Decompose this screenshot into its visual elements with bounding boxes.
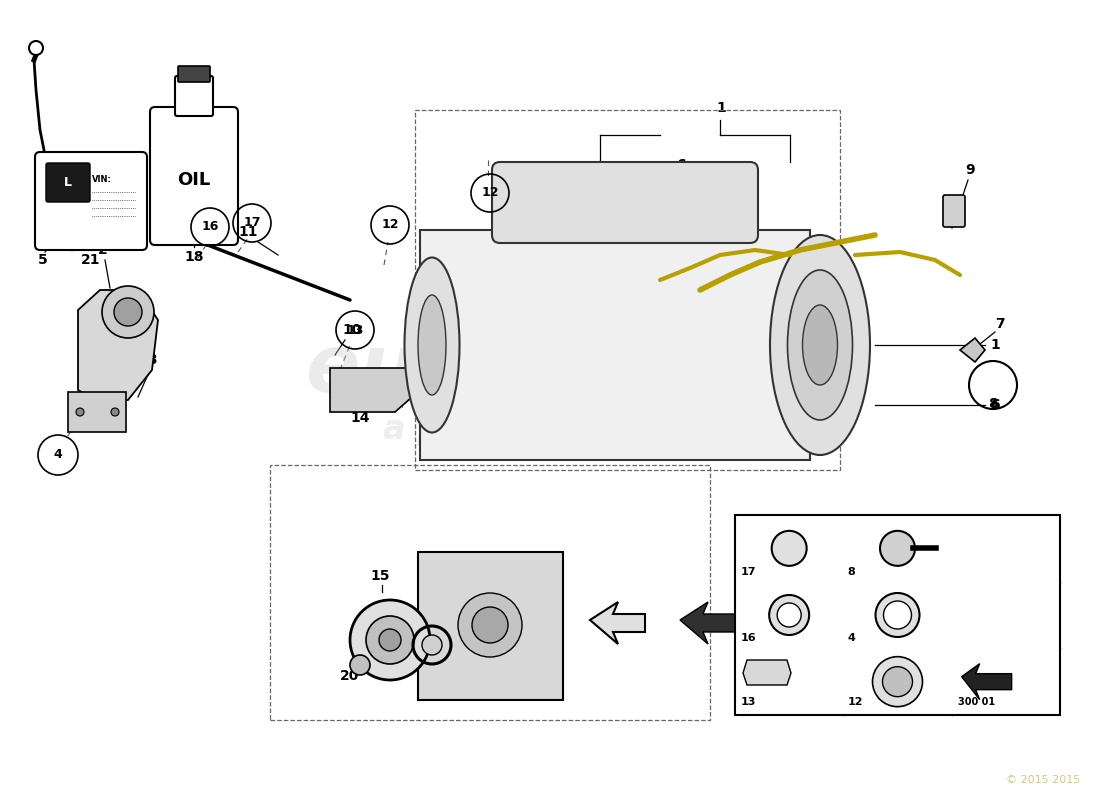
Ellipse shape	[114, 298, 142, 326]
Text: 12: 12	[382, 218, 398, 231]
Text: 1: 1	[716, 101, 726, 115]
Text: 9: 9	[965, 163, 975, 177]
Circle shape	[458, 593, 522, 657]
Ellipse shape	[405, 258, 460, 433]
FancyBboxPatch shape	[420, 230, 810, 460]
Ellipse shape	[102, 286, 154, 338]
Text: 4: 4	[847, 634, 855, 643]
Text: 21: 21	[81, 253, 101, 267]
Text: 6: 6	[676, 158, 685, 172]
FancyBboxPatch shape	[178, 66, 210, 82]
FancyBboxPatch shape	[35, 152, 147, 250]
Text: 6: 6	[990, 398, 1000, 412]
Ellipse shape	[803, 305, 837, 385]
FancyBboxPatch shape	[943, 195, 965, 227]
Text: 10: 10	[342, 323, 362, 337]
FancyBboxPatch shape	[46, 163, 90, 202]
Text: VIN:: VIN:	[92, 175, 112, 185]
Polygon shape	[742, 660, 791, 685]
Polygon shape	[78, 290, 158, 400]
Text: 17: 17	[243, 217, 261, 230]
Ellipse shape	[876, 593, 920, 637]
Text: 13: 13	[346, 323, 364, 337]
Text: 4: 4	[54, 449, 63, 462]
Text: 16: 16	[201, 221, 219, 234]
FancyBboxPatch shape	[175, 76, 213, 116]
Text: 5: 5	[39, 253, 48, 267]
Text: 8: 8	[988, 397, 998, 411]
Text: 20: 20	[340, 669, 360, 683]
Text: 300 01: 300 01	[958, 697, 994, 707]
FancyBboxPatch shape	[492, 162, 758, 243]
Text: 3: 3	[147, 353, 157, 367]
Text: 2: 2	[98, 243, 108, 257]
Ellipse shape	[882, 666, 913, 697]
Ellipse shape	[880, 531, 915, 566]
Text: 8: 8	[847, 566, 855, 577]
Ellipse shape	[418, 295, 446, 395]
Ellipse shape	[379, 629, 401, 651]
Text: 11: 11	[239, 225, 257, 239]
Text: L: L	[64, 177, 72, 190]
Polygon shape	[680, 602, 735, 644]
Ellipse shape	[770, 235, 870, 455]
Text: 15: 15	[371, 569, 389, 583]
Ellipse shape	[772, 531, 806, 566]
Ellipse shape	[872, 657, 923, 706]
Circle shape	[111, 408, 119, 416]
Text: 7: 7	[996, 317, 1004, 331]
FancyBboxPatch shape	[418, 552, 563, 700]
FancyBboxPatch shape	[68, 392, 126, 432]
Polygon shape	[330, 368, 420, 412]
Text: 1: 1	[990, 338, 1000, 352]
Text: 12: 12	[847, 697, 862, 707]
Text: 14: 14	[350, 411, 370, 425]
Text: OIL: OIL	[177, 171, 210, 189]
Text: © 2015 2015: © 2015 2015	[1005, 775, 1080, 785]
Polygon shape	[960, 338, 984, 362]
Text: 13: 13	[741, 697, 757, 707]
Circle shape	[76, 408, 84, 416]
Ellipse shape	[422, 635, 442, 655]
FancyBboxPatch shape	[150, 107, 238, 245]
Circle shape	[883, 601, 912, 629]
Circle shape	[472, 607, 508, 643]
Bar	[735, 515, 1060, 715]
Polygon shape	[961, 664, 1012, 700]
Text: 19: 19	[426, 585, 444, 599]
Polygon shape	[590, 602, 645, 644]
Text: eurospares: eurospares	[306, 331, 814, 409]
Text: 18: 18	[185, 250, 204, 264]
Ellipse shape	[350, 655, 370, 675]
Ellipse shape	[366, 616, 414, 664]
Circle shape	[29, 41, 43, 55]
Ellipse shape	[788, 270, 853, 420]
Ellipse shape	[350, 600, 430, 680]
Text: 12: 12	[482, 186, 498, 199]
Text: 16: 16	[741, 634, 757, 643]
Text: a passion for parts: a passion for parts	[383, 414, 737, 446]
Ellipse shape	[769, 595, 810, 635]
Circle shape	[778, 603, 801, 627]
Text: 17: 17	[741, 566, 757, 577]
